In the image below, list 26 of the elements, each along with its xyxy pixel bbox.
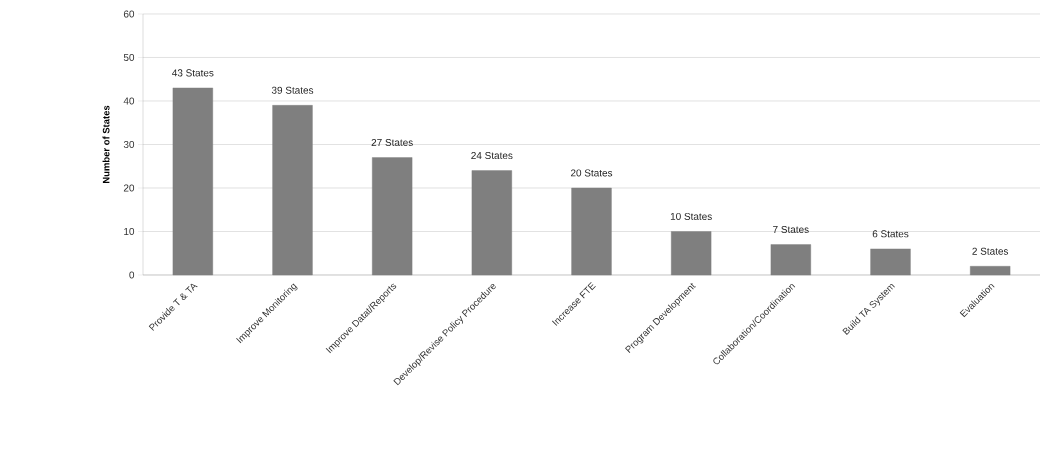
y-tick-label: 30 [123, 140, 135, 149]
y-tick-label: 20 [123, 184, 135, 192]
data-label: 27 States [371, 138, 413, 147]
y-tick-label: 10 [124, 227, 135, 236]
data-label: 24 States [471, 152, 513, 160]
data-label: 7 States [773, 225, 809, 234]
bar [571, 187, 612, 276]
y-tick-label: 60 [123, 10, 135, 18]
data-label: 10 States [670, 212, 712, 220]
y-tick-label: 50 [123, 53, 135, 62]
y-tick-label: 40 [123, 97, 135, 105]
data-label: 20 States [570, 169, 613, 177]
data-label: 6 States [872, 230, 909, 238]
bar [272, 105, 313, 276]
bar [172, 87, 213, 276]
bar [471, 170, 512, 276]
bar [671, 231, 712, 276]
bar [870, 248, 911, 276]
bar [372, 157, 413, 276]
data-label: 39 States [271, 86, 314, 94]
y-axis-title: Number of States [102, 105, 110, 184]
data-label: 43 States [172, 69, 214, 77]
bar [770, 244, 811, 276]
bar [970, 266, 1011, 276]
y-tick-label: 0 [129, 271, 135, 279]
data-label: 2 States [972, 247, 1009, 255]
